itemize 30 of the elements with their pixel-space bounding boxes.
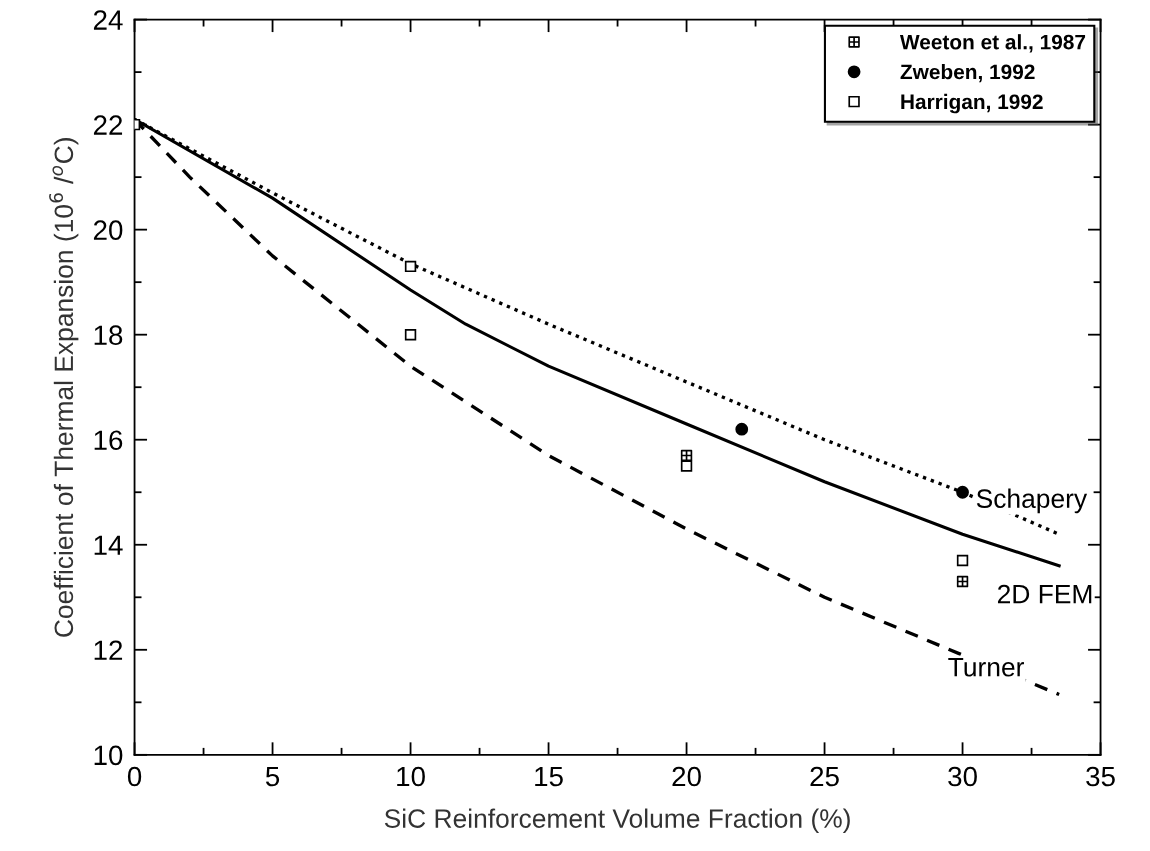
point [956,554,969,567]
y-tick-label: 16 [94,430,123,451]
point [956,485,969,499]
point [404,328,417,341]
x-axis-title: SiC Reinforcement Volume Fraction (%) [384,808,850,834]
y-tick-label: 14 [94,535,123,555]
y-axis-title: Coefficient of Thermal Expansion (10$^{6}$ /$^{o}$C) [49,138,79,637]
y-tick-label: 10 [94,745,123,766]
x-tick-label: 20 [672,766,701,787]
point [735,422,749,436]
y-tick-label: 20 [93,220,123,240]
x-tick-label: 15 [535,766,563,787]
point [404,260,417,273]
x-tick-label: 25 [810,766,839,787]
y-tick-label: 18 [94,325,123,346]
series-label: Schapery [976,488,1088,514]
y-tick-label: 12 [94,640,123,660]
point [680,460,693,472]
legend-label: Zweben, 1992 [900,63,1035,83]
legend-label: Harrigan, 1992 [901,93,1043,114]
x-tick-label: 10 [397,766,425,787]
x-tick-label: 0 [127,766,142,787]
x-tick-label: 35 [1086,766,1115,787]
y-tick-label: 22 [93,115,123,135]
x-tick-label: 5 [265,766,280,787]
series-label: Turner [948,658,1024,677]
x-tick-label: 30 [948,766,977,787]
y-tick-label: 24 [93,10,123,30]
legend-label: Weeton et al., 1987 [899,34,1086,53]
series-label: 2D FEM [997,584,1092,604]
